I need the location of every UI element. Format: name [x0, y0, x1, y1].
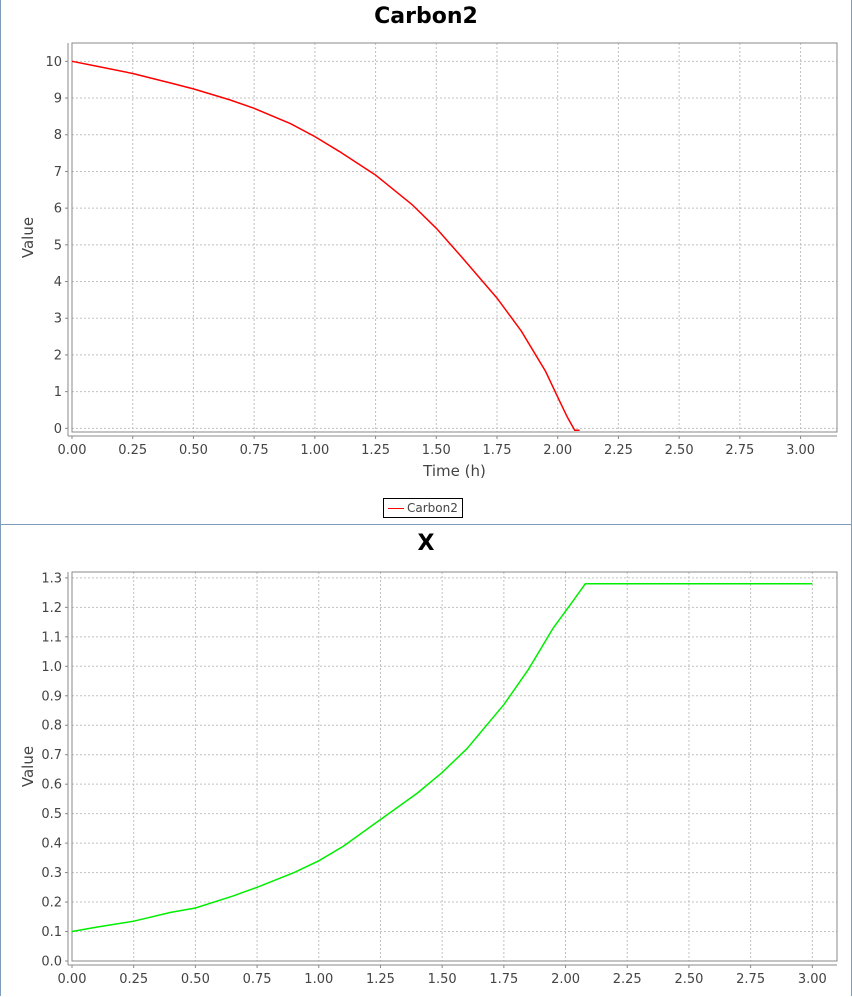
legend: Carbon2: [383, 498, 463, 518]
x-tick-label: 3.00: [786, 443, 815, 458]
x-tick-label: 0.00: [58, 443, 87, 458]
y-tick-label: 8: [54, 128, 62, 143]
y-tick-label: 0.5: [41, 807, 62, 822]
y-tick-label: 6: [54, 202, 62, 217]
x-tick-label: 1.00: [304, 972, 333, 987]
x-tick-label: 2.25: [604, 443, 633, 458]
x-tick-label: 2.00: [551, 972, 580, 987]
y-tick-label: 5: [54, 238, 62, 253]
y-tick-label: 9: [54, 92, 62, 107]
series-line-0: [71, 60, 580, 431]
x-tick-label: 0.25: [119, 972, 148, 987]
chart-title: Carbon2: [374, 4, 478, 29]
x-tick-label: 2.50: [674, 972, 703, 987]
y-tick-label: 1.3: [41, 571, 62, 586]
x-tick-label: 2.75: [736, 972, 765, 987]
x-tick-label: 0.00: [58, 972, 87, 987]
chart-title: X: [417, 531, 435, 556]
y-tick-label: 0.4: [41, 837, 62, 852]
plot-border: [71, 42, 838, 433]
y-axis-title: Value: [19, 217, 37, 258]
chart-svg-carbon2: 0.00 0.25 0.50 0.75 1.00 1.25 1.50 1.75 2.00 2.25…: [19, 42, 838, 480]
y-tick-label: 0.8: [41, 719, 62, 734]
x-tick-label: 0.25: [118, 443, 147, 458]
y-tick-label: 0.2: [41, 896, 62, 911]
x-tick-label: 1.25: [366, 972, 395, 987]
y-tick-label: 0.1: [41, 925, 62, 940]
y-tick-label: 0.3: [41, 866, 62, 881]
chart-panel-x: X 0.00 0.25 0.50 0.75 1.00 1.25 1.50 1.75 2.00 2.…: [0, 524, 852, 996]
y-tick-label: 10: [45, 55, 62, 70]
y-tick-label: 1.1: [41, 630, 62, 645]
x-tick-label: 1.75: [489, 972, 518, 987]
y-axis-title: Value: [19, 746, 37, 787]
legend-swatch: [388, 508, 404, 509]
x-tick-label: 2.50: [665, 443, 694, 458]
x-tick-label: 1.50: [422, 443, 451, 458]
y-tick-label: 0.7: [41, 748, 62, 763]
x-tick-label: 3.00: [798, 972, 827, 987]
y-tick-label: 0.0: [41, 955, 62, 970]
y-tick-label: 3: [54, 312, 62, 327]
y-tick-label: 2: [54, 348, 62, 363]
x-tick-label: 1.00: [300, 443, 329, 458]
x-axis-title: Time (h): [422, 462, 486, 480]
x-tick-label: 2.75: [725, 443, 754, 458]
y-tick-label: 0: [54, 422, 62, 437]
x-tick-label: 1.75: [483, 443, 512, 458]
y-tick-label: 4: [54, 275, 62, 290]
y-tick-label: 0.6: [41, 778, 62, 793]
chart-svg-x: 0.00 0.25 0.50 0.75 1.00 1.25 1.50 1.75 2.00 2.25…: [19, 571, 838, 987]
x-tick-label: 0.50: [181, 972, 210, 987]
legend-label: Carbon2: [407, 501, 458, 515]
series-line-0: [71, 583, 813, 933]
plot-border: [71, 571, 838, 962]
plot-area: [72, 43, 837, 432]
x-tick-label: 0.75: [240, 443, 269, 458]
plot-area: [72, 572, 837, 961]
y-tick-label: 0.9: [41, 689, 62, 704]
y-tick-label: 7: [54, 165, 62, 180]
x-tick-label: 1.50: [428, 972, 457, 987]
x-tick-label: 0.75: [243, 972, 272, 987]
y-tick-label: 1: [54, 385, 62, 400]
x-tick-label: 2.00: [543, 443, 572, 458]
x-tick-label: 1.25: [361, 443, 390, 458]
x-tick-label: 0.50: [179, 443, 208, 458]
y-tick-label: 1.2: [41, 601, 62, 616]
y-tick-label: 1.0: [41, 660, 62, 675]
chart-panel-carbon2: Carbon2 0.00 0.25 0.50 0.75 1.00 1.25 1.50 1.75…: [0, 0, 852, 524]
x-tick-label: 2.25: [613, 972, 642, 987]
